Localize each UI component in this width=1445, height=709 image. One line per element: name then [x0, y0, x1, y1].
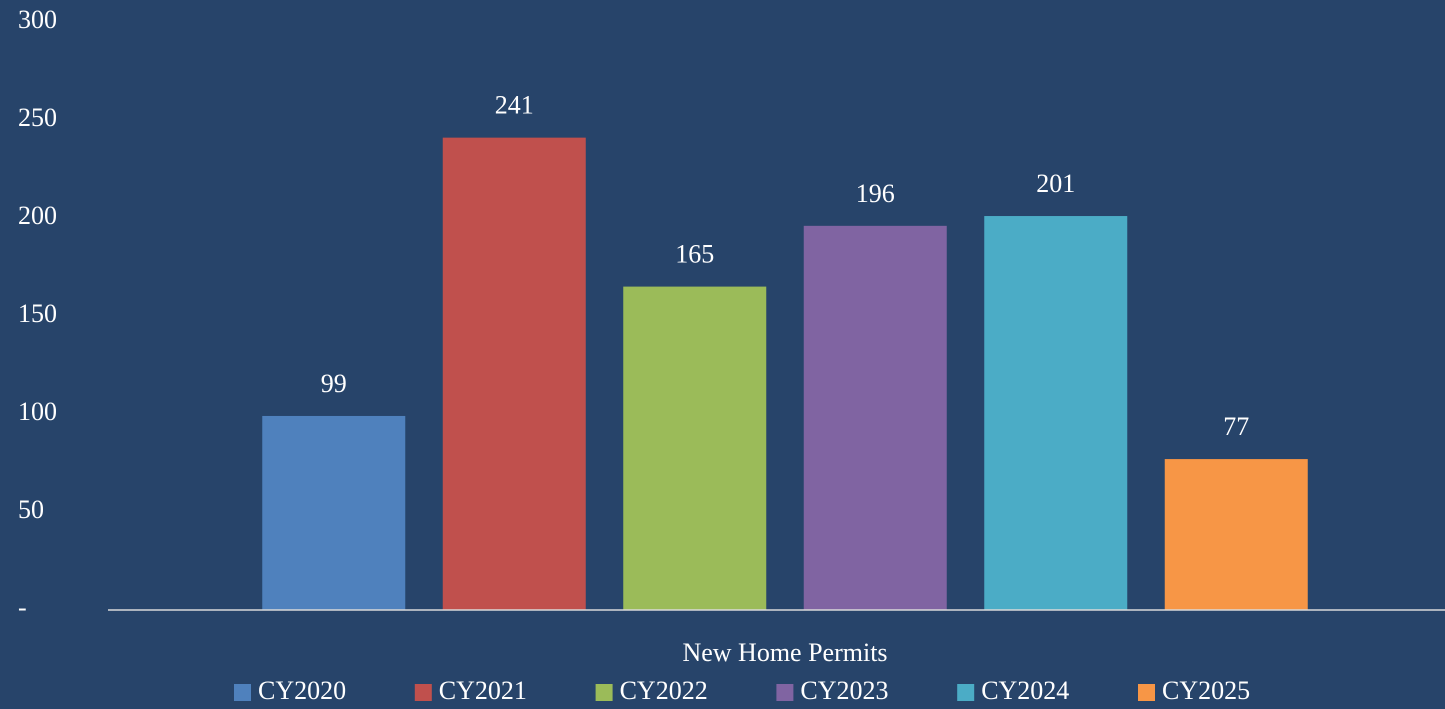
legend-swatch	[595, 684, 613, 701]
legend-swatch	[1138, 684, 1155, 701]
legend-label: CY2025	[1162, 676, 1250, 705]
legend-swatch	[957, 684, 975, 701]
y-tick-label: 200	[18, 201, 57, 230]
y-tick-label: -	[18, 593, 27, 622]
bar	[984, 216, 1128, 611]
data-label: 165	[675, 240, 714, 269]
legend-label: CY2023	[800, 676, 888, 705]
data-label: 99	[321, 369, 347, 398]
data-label: 201	[1036, 169, 1075, 198]
y-tick-label: 100	[18, 397, 57, 426]
y-tick-label: 50	[18, 495, 44, 524]
legend-label: CY2024	[981, 676, 1069, 705]
bar	[1164, 459, 1308, 610]
legend-label: CY2021	[439, 676, 527, 705]
bar	[262, 415, 406, 610]
bar	[803, 225, 947, 610]
legend-swatch	[776, 684, 794, 701]
y-tick-label: 300	[18, 5, 57, 34]
data-label: 241	[495, 91, 534, 120]
legend-swatch	[234, 684, 251, 701]
x-tick-label: New Home Permits	[682, 638, 887, 667]
bar	[442, 137, 586, 610]
y-tick-label: 150	[18, 299, 57, 328]
data-label: 196	[856, 179, 895, 208]
data-label: 77	[1223, 412, 1249, 441]
legend-label: CY2022	[620, 676, 708, 705]
y-tick-label: 250	[18, 103, 57, 132]
legend-label: CY2020	[258, 676, 346, 705]
bar	[623, 286, 767, 610]
legend-swatch	[414, 684, 432, 701]
